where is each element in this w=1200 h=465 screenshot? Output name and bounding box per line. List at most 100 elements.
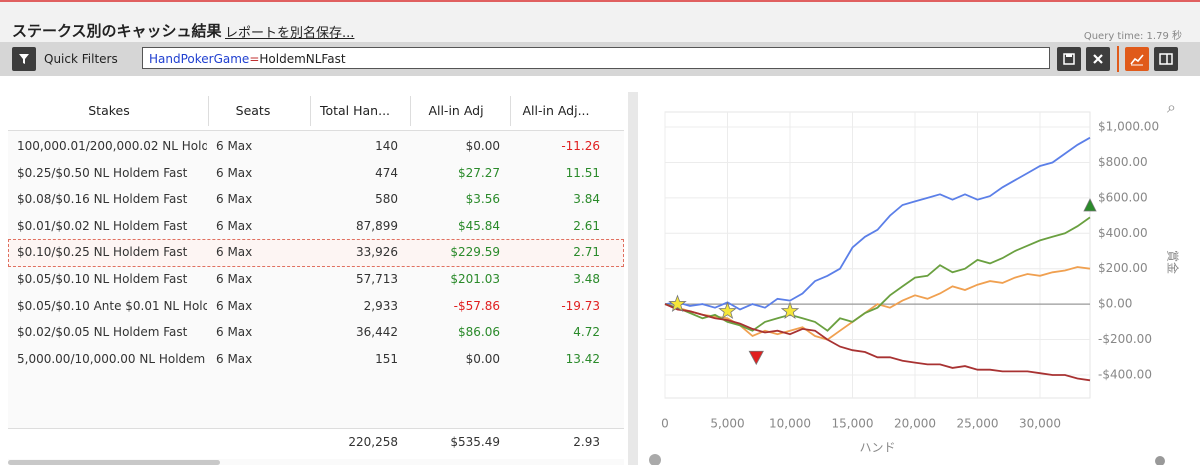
save-button[interactable] xyxy=(1057,47,1081,71)
column-divider xyxy=(510,96,511,126)
filter-operator: = xyxy=(249,52,260,66)
column-header: Total Han... xyxy=(319,103,391,118)
event-marker xyxy=(668,294,687,312)
filter-button[interactable] xyxy=(12,47,36,71)
table-cell: 6 Max xyxy=(216,245,253,260)
table-cell: 5,000.00/10,000.00 NL Holdem F xyxy=(17,351,207,366)
x-tick-label: 30,000 xyxy=(1019,417,1061,431)
x-tick-label: 20,000 xyxy=(894,417,936,431)
filter-value: HoldemNLFast xyxy=(259,52,346,66)
y-axis-label: 賞金 xyxy=(1166,250,1181,274)
table-cell: $0.05/$0.10 Ante $0.01 NL Holde xyxy=(17,298,207,313)
separator xyxy=(1117,46,1119,72)
series-line xyxy=(664,303,1091,382)
filter-bar: Quick Filters HandPokerGame=HoldemNLFast xyxy=(0,42,1200,76)
table-cell: -$57.86 xyxy=(453,298,500,313)
y-tick-label: -$400.00 xyxy=(1098,367,1152,381)
filter-field: HandPokerGame xyxy=(149,52,250,66)
y-tick-label: -$200.00 xyxy=(1098,332,1152,346)
total-cell: 2.93 xyxy=(573,435,600,449)
table-cell: 36,442 xyxy=(356,325,398,340)
table-cell: 6 Max xyxy=(216,165,253,180)
column-divider xyxy=(410,96,411,126)
total-cell: $535.49 xyxy=(450,435,500,449)
y-tick-label: $800.00 xyxy=(1098,155,1148,169)
table-cell: 6 Max xyxy=(216,192,253,207)
filter-input[interactable]: HandPokerGame=HoldemNLFast xyxy=(142,47,1050,69)
table-cell: 6 Max xyxy=(216,218,253,233)
table-cell: $0.01/$0.02 NL Holdem Fast xyxy=(17,218,188,233)
plot-area xyxy=(664,111,1091,399)
clear-button[interactable] xyxy=(1086,47,1110,71)
x-tick-label: 25,000 xyxy=(957,417,999,431)
report-title: ステークス別のキャッシュ結果 xyxy=(12,22,222,40)
totals-bg xyxy=(8,428,624,459)
column-header: Stakes xyxy=(88,103,130,118)
chart-toggle[interactable] xyxy=(1125,47,1149,71)
settings-icon[interactable] xyxy=(649,454,661,465)
filter-icon xyxy=(19,54,29,64)
table-cell: 33,926 xyxy=(356,245,398,260)
stakes-table: Stakes Seats Total Han... All-in Adj All-in … xyxy=(8,92,624,465)
column-header: All-in Adj xyxy=(428,103,484,118)
header: ステークス別のキャッシュ結果 レポートを別名保存... Query time: … xyxy=(0,0,1200,42)
quick-filters-label: Quick Filters xyxy=(44,52,118,66)
table-cell: 2.61 xyxy=(573,218,600,233)
table-cell: $3.56 xyxy=(465,192,500,207)
table-cell: $27.27 xyxy=(458,165,500,180)
table-cell: $0.10/$0.25 NL Holdem Fast xyxy=(17,245,188,260)
x-axis-label: ハンド xyxy=(859,441,895,455)
clear-icon xyxy=(1093,54,1103,64)
table-cell: 3.84 xyxy=(573,192,600,207)
table-cell: 6 Max xyxy=(216,298,253,313)
series-line xyxy=(664,136,1091,311)
save-icon xyxy=(1063,53,1075,65)
splitter[interactable] xyxy=(628,92,638,465)
table-cell: $45.84 xyxy=(458,218,500,233)
chart: ⌕ -$400.00 -$200.00 $0.00 $200.00 $400.00 $60… xyxy=(649,98,1181,465)
series-line xyxy=(664,216,1091,332)
table-cell: -11.26 xyxy=(561,139,600,153)
info-icon[interactable] xyxy=(1155,456,1165,465)
column-header: All-in Adj... xyxy=(522,103,590,118)
y-tick-label: $1,000.00 xyxy=(1098,120,1159,134)
table-cell: $86.06 xyxy=(458,325,500,340)
event-marker xyxy=(1083,198,1097,212)
save-link[interactable]: レポートを別名保存... xyxy=(225,26,355,41)
chart-icon xyxy=(1130,54,1144,66)
y-tick-label: $200.00 xyxy=(1098,261,1148,275)
column-divider xyxy=(208,96,209,126)
table-cell: $0.08/$0.16 NL Holdem Fast xyxy=(17,192,188,207)
scrollbar xyxy=(8,460,220,465)
table-cell: 2.71 xyxy=(573,245,600,260)
event-marker xyxy=(780,301,800,320)
event-marker xyxy=(748,350,764,366)
table-cell: 13.42 xyxy=(565,351,600,366)
table-cell: $0.00 xyxy=(465,139,500,153)
table-cell: 4.72 xyxy=(573,325,600,340)
x-tick-label: 15,000 xyxy=(832,417,874,431)
table-cell: 6 Max xyxy=(216,325,253,340)
table-cell: 3.48 xyxy=(573,272,600,286)
table-cell: 57,713 xyxy=(356,272,398,286)
total-cell: 220,258 xyxy=(348,435,398,449)
query-time: Query time: 1.79 秒 xyxy=(1083,31,1182,42)
layout-toggle[interactable] xyxy=(1154,47,1178,71)
selected-row xyxy=(8,239,624,267)
table-cell: $0.05/$0.10 NL Holdem Fast xyxy=(17,272,188,286)
table-cell: 151 xyxy=(375,351,398,366)
table-cell: 100,000.01/200,000.02 NL Holde xyxy=(17,139,207,153)
layout-icon xyxy=(1159,53,1173,65)
table-cell: 6 Max xyxy=(216,272,253,286)
zoom-icon[interactable]: ⌕ xyxy=(1167,98,1176,117)
event-marker xyxy=(718,301,737,320)
table-cell: 87,899 xyxy=(356,218,398,233)
x-tick-label: 10,000 xyxy=(769,417,811,431)
y-tick-label: $400.00 xyxy=(1098,226,1148,240)
x-tick-label: 5,000 xyxy=(710,417,744,431)
column-header: Seats xyxy=(235,103,271,118)
table-cell: 474 xyxy=(375,165,398,180)
table-cell: $0.25/$0.50 NL Holdem Fast xyxy=(17,165,188,180)
table-cell: 580 xyxy=(375,192,398,207)
